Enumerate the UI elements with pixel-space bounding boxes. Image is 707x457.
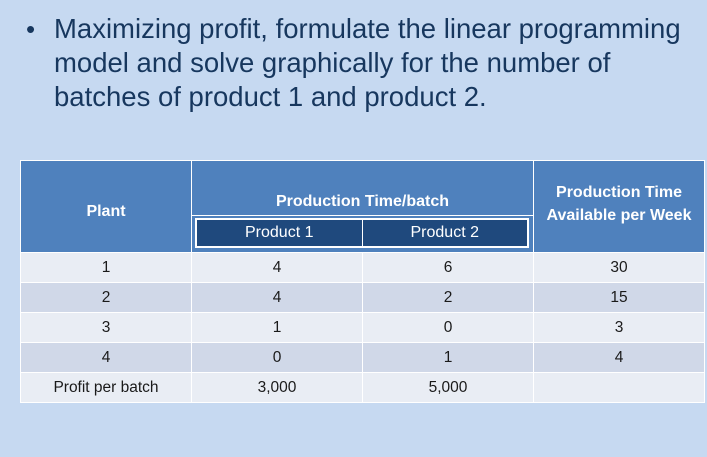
bullet-text: Maximizing profit, formulate the linear … (54, 13, 681, 112)
profit-product2: 5,000 (362, 372, 534, 403)
product2-cell: 0 (362, 312, 534, 343)
product1-cell: 0 (191, 342, 363, 373)
table-row: 3 1 0 3 (20, 312, 705, 343)
plant-cell: 3 (20, 312, 192, 343)
plant-cell: 2 (20, 282, 192, 313)
header-products: Product 1 Product 2 (191, 215, 534, 253)
available-cell: 3 (533, 312, 705, 343)
product2-cell: 2 (362, 282, 534, 313)
profit-available (533, 372, 705, 403)
available-cell: 4 (533, 342, 705, 373)
header-product1: Product 1 (197, 220, 362, 246)
bullet-icon: • (26, 14, 36, 44)
available-cell: 30 (533, 252, 705, 283)
header-product2: Product 2 (361, 220, 527, 246)
product1-cell: 1 (191, 312, 363, 343)
header-production-time: Production Time/batch (191, 160, 534, 216)
profit-row: Profit per batch 3,000 5,000 (20, 372, 705, 403)
plant-cell: 4 (20, 342, 192, 373)
production-table: Plant Production Time/batch Production T… (20, 160, 705, 403)
table-row: 2 4 2 15 (20, 282, 705, 313)
product2-cell: 6 (362, 252, 534, 283)
profit-product1: 3,000 (191, 372, 363, 403)
table-row: 1 4 6 30 (20, 252, 705, 283)
bullet-point: • Maximizing profit, formulate the linea… (18, 12, 698, 114)
header-available-label: Production Time Available per Week (546, 183, 692, 224)
header-plant: Plant (20, 160, 192, 253)
product2-cell: 1 (362, 342, 534, 373)
plant-cell: 1 (20, 252, 192, 283)
header-available: Production Time Available per Week (533, 160, 705, 253)
table-row: 4 0 1 4 (20, 342, 705, 373)
available-cell: 15 (533, 282, 705, 313)
product1-cell: 4 (191, 252, 363, 283)
product1-cell: 4 (191, 282, 363, 313)
profit-label: Profit per batch (20, 372, 192, 403)
